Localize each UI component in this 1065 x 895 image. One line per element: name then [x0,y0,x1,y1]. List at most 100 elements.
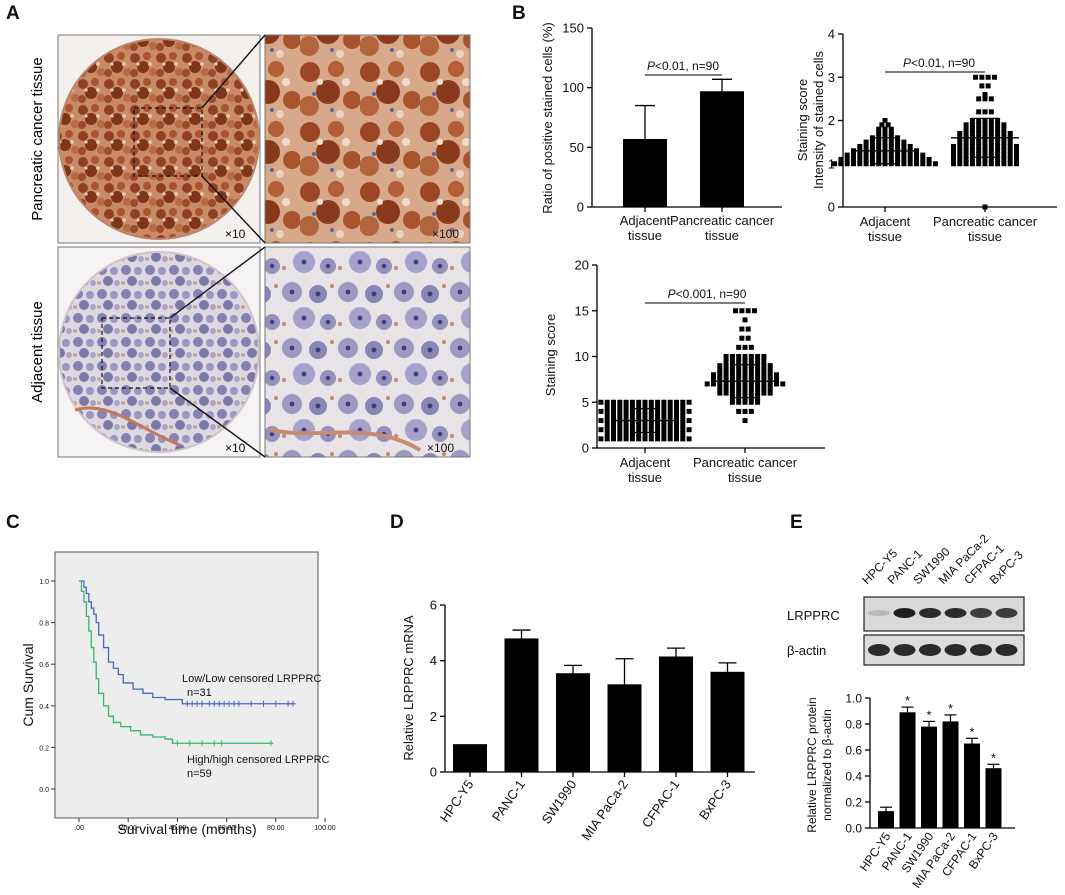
data-point [745,308,751,314]
panel-letter-d: D [390,512,404,533]
data-point [748,372,754,378]
data-point [667,427,673,433]
data-point [661,404,667,410]
data-point [976,118,982,123]
y-tick-label: 3 [828,70,835,85]
data-point [723,376,729,382]
data-point [838,156,844,162]
data-point [976,156,982,162]
data-point [844,161,850,167]
data-point [969,156,975,162]
data-point [851,161,856,167]
data-point [648,404,654,410]
data-point [1007,161,1013,167]
data-point [674,422,679,428]
bar [942,721,959,828]
data-point [674,408,679,414]
x-tick-label: Pancreatic cancer [670,213,775,228]
data-point [907,152,913,158]
y-axis-label: Cum Survival [20,643,36,726]
data-point [988,143,994,149]
bar [504,638,539,772]
data-point [888,143,894,149]
data-point [629,431,635,437]
data-point [851,156,856,162]
data-point [686,418,692,424]
y-tick-label: 0.0 [845,822,862,836]
data-point [667,436,673,442]
data-point [623,431,629,437]
data-point [976,152,982,158]
y-tick-label: 50 [570,140,584,155]
data-point [1014,161,1019,167]
data-point [655,427,661,433]
data-point [901,152,907,158]
data-point [988,161,994,167]
data-point [857,156,863,162]
data-point [667,422,673,428]
data-point [648,436,654,442]
x-tick-label: 40.00 [169,825,187,832]
data-point [907,156,913,162]
data-point [617,408,623,414]
data-point [957,143,963,149]
data-point [748,399,754,405]
data-point [969,130,975,136]
y-axis-label: Staining score [795,79,810,161]
data-point [648,413,654,419]
data-point [844,156,850,162]
data-point [711,372,716,378]
blot-band [868,644,890,656]
data-point [976,130,982,136]
bar [453,744,487,772]
data-point [888,126,894,132]
data-point [686,408,692,414]
data-point [745,335,751,341]
data-point [1001,152,1007,158]
data-point [729,358,735,364]
mag-label-bottom-high: ×100 [427,441,454,455]
data-point [1014,148,1019,154]
data-point [604,404,610,410]
data-point [617,422,623,428]
data-point [611,436,616,442]
data-point [674,431,679,437]
data-point [973,74,979,80]
data-point [761,390,767,396]
data-point [739,335,745,341]
bar [659,656,693,772]
y-tick-label: 15 [575,303,589,318]
data-point [629,413,635,419]
data-point [895,143,901,149]
x-tick-label: tissue [868,229,902,244]
data-point [888,130,894,136]
significance-star: * [905,693,910,708]
x-tick-label: BxPC-3 [696,777,734,822]
data-point [767,363,773,369]
data-point [1001,122,1007,128]
y-tick-label: 0.2 [845,796,862,810]
data-point [774,376,779,382]
data-point [629,404,635,410]
data-point [969,152,975,158]
data-point [680,427,686,433]
mag-label-top-low: ×10 [225,227,246,241]
data-point [655,408,661,414]
y-tick-label: 0 [828,200,835,215]
data-point [648,399,654,405]
data-point [661,422,667,428]
data-point [761,363,767,369]
data-point [901,143,907,149]
data-point [1001,143,1007,149]
data-point [748,390,754,396]
data-point [736,372,742,378]
x-tick-label: SW1990 [539,777,580,826]
data-point [1014,152,1019,158]
blot-band [944,608,967,618]
data-point [648,431,654,437]
y-tick-label: 4 [828,27,835,42]
data-point [957,161,963,167]
data-point [951,156,956,162]
x-tick-label: HPC-Y5 [437,777,477,825]
data-point [879,122,885,128]
